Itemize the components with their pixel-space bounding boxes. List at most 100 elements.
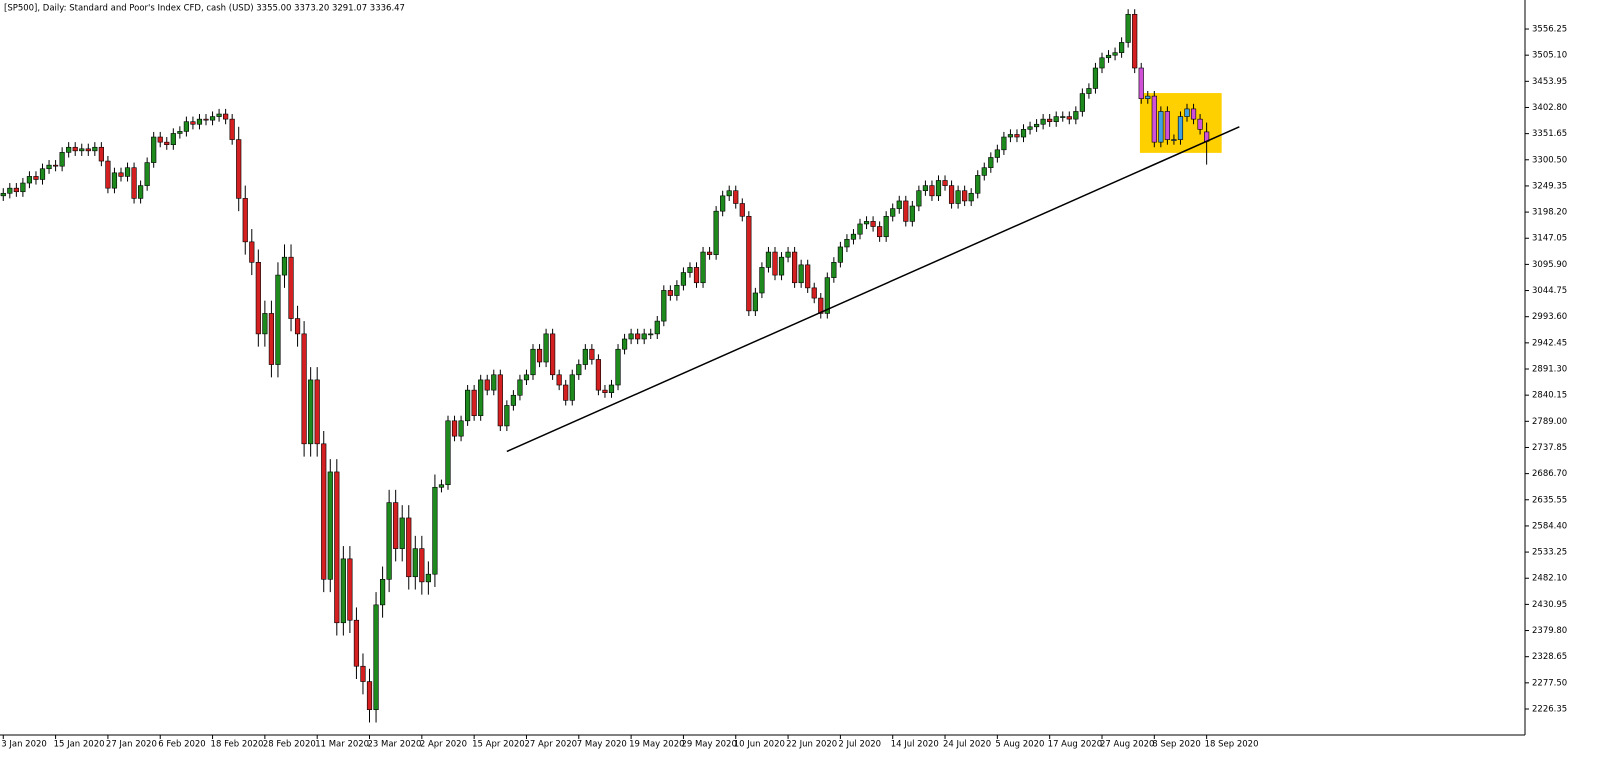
candle-body xyxy=(759,267,765,294)
candle-body xyxy=(1138,67,1144,99)
candle-body xyxy=(52,164,59,167)
candle-body xyxy=(491,374,497,391)
y-tick-label: 2584.40 xyxy=(1532,521,1567,531)
candle-body xyxy=(190,121,196,125)
candle-body xyxy=(700,251,706,284)
candle-body xyxy=(752,292,758,312)
candle-body xyxy=(916,190,922,207)
y-tick-label: 2891.30 xyxy=(1532,365,1567,375)
candle-body xyxy=(451,420,458,437)
candle-body xyxy=(504,405,510,427)
y-tick-label: 2840.15 xyxy=(1532,391,1567,401)
y-tick-label: 3351.65 xyxy=(1532,129,1567,139)
candle-body xyxy=(183,121,189,132)
candle-body xyxy=(144,162,150,186)
candle-body xyxy=(844,238,850,248)
candle-body xyxy=(962,190,968,202)
candle-body xyxy=(164,141,170,145)
candle-body xyxy=(589,348,595,360)
candle-body xyxy=(79,148,85,152)
candle-body xyxy=(857,223,863,235)
candle-body xyxy=(281,256,288,276)
candle-body xyxy=(1027,126,1033,130)
x-tick-label: 22 Jun 2020 xyxy=(786,740,837,750)
y-tick-label: 2277.50 xyxy=(1532,678,1567,688)
candle-body xyxy=(863,221,870,225)
trendline xyxy=(506,126,1240,453)
candle-body xyxy=(706,251,713,255)
candle-body xyxy=(883,215,889,238)
candle-body xyxy=(249,241,255,263)
candle-body xyxy=(92,146,98,152)
candle-body xyxy=(301,333,307,445)
candle-body xyxy=(667,290,673,296)
y-tick-label: 2328.65 xyxy=(1532,652,1567,662)
candle-body xyxy=(379,579,386,606)
candle-body xyxy=(275,274,281,365)
candle-body xyxy=(170,133,176,145)
candle-body xyxy=(334,471,340,624)
candle-body xyxy=(458,420,464,437)
y-tick-label: 3147.05 xyxy=(1532,234,1567,244)
x-tick-label: 27 Apr 2020 xyxy=(524,740,577,750)
candle-body xyxy=(85,148,91,152)
candle-body xyxy=(484,379,490,391)
candle-body xyxy=(595,359,602,391)
candle-body xyxy=(693,267,700,284)
x-tick-label: 2 Apr 2020 xyxy=(420,740,467,750)
candle-body xyxy=(1151,95,1157,143)
candle-body xyxy=(1066,116,1072,120)
candle-body xyxy=(805,264,811,289)
y-tick-label: 2482.10 xyxy=(1532,574,1567,584)
candle-body xyxy=(46,164,52,170)
candle-body xyxy=(1145,95,1151,99)
candle-body xyxy=(765,251,772,268)
candle-body xyxy=(988,157,994,169)
candle-body xyxy=(0,192,6,197)
y-tick-label: 2789.00 xyxy=(1532,417,1567,427)
candle-body xyxy=(792,251,798,284)
candle-body xyxy=(1073,111,1079,120)
candle-body xyxy=(726,190,732,197)
y-tick-label: 2226.35 xyxy=(1532,705,1567,715)
candle-body xyxy=(635,333,641,340)
candle-body xyxy=(124,167,131,177)
candle-body xyxy=(138,185,144,199)
y-tick-label: 2635.55 xyxy=(1532,495,1567,505)
candle-body xyxy=(831,261,837,278)
candle-body xyxy=(399,517,405,549)
candle-body xyxy=(994,149,1000,158)
candle-body xyxy=(157,136,163,143)
candle-body xyxy=(818,297,824,314)
candle-body xyxy=(1001,136,1007,151)
x-tick-label: 18 Feb 2020 xyxy=(211,740,264,750)
x-tick-label: 27 Jan 2020 xyxy=(106,740,157,750)
candle-body xyxy=(438,484,445,488)
candle-body xyxy=(981,167,987,176)
candle-body xyxy=(1184,108,1190,117)
candle-body xyxy=(327,471,333,580)
candle-body xyxy=(66,146,72,153)
x-tick-label: 29 May 2020 xyxy=(681,740,736,750)
candle-body xyxy=(1086,88,1092,94)
x-tick-label: 6 Feb 2020 xyxy=(158,740,206,750)
candle-body xyxy=(778,256,785,276)
candle-body xyxy=(288,256,294,319)
candle-body xyxy=(39,168,46,180)
candle-body xyxy=(556,374,562,386)
candle-body xyxy=(837,246,843,263)
candle-body xyxy=(262,313,268,335)
y-tick-label: 3453.95 xyxy=(1532,77,1567,87)
candle-body xyxy=(1014,134,1020,138)
candle-body xyxy=(255,261,261,335)
candle-body xyxy=(890,208,896,217)
x-tick-label: 7 May 2020 xyxy=(577,740,627,750)
candle-body xyxy=(216,113,222,117)
x-tick-label: 11 Mar 2020 xyxy=(315,740,369,750)
candle-body xyxy=(687,267,693,273)
candle-body xyxy=(628,333,634,340)
candle-body xyxy=(621,338,628,350)
candle-body xyxy=(131,167,137,199)
candle-body xyxy=(98,146,104,162)
y-tick-label: 2430.95 xyxy=(1532,600,1567,610)
